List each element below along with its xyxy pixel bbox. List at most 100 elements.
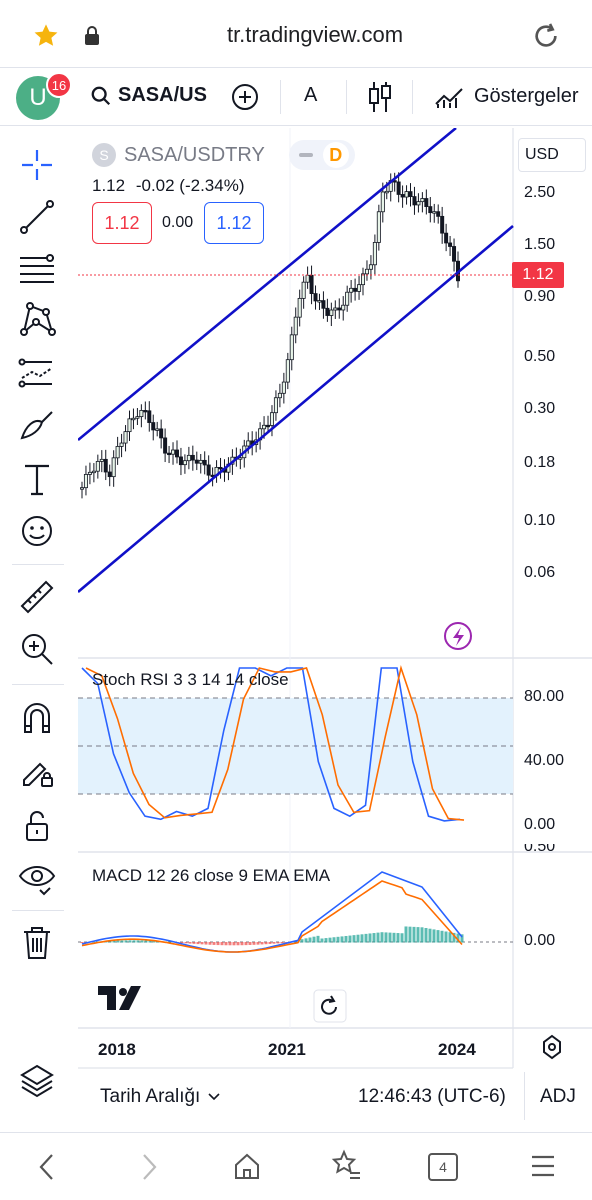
- eye-icon[interactable]: [16, 856, 58, 898]
- layers-icon[interactable]: [16, 1060, 58, 1102]
- reset-chart-button[interactable]: [313, 989, 347, 1023]
- drawing-tools-sidebar: [0, 126, 76, 1132]
- candle-body: [384, 190, 389, 194]
- lock-icon: [85, 26, 99, 45]
- candle-body: [139, 410, 144, 418]
- macd-histogram-bar: [396, 933, 400, 943]
- lightning-icon[interactable]: [444, 622, 472, 650]
- channel-upper-line: [77, 126, 457, 442]
- bookmarks-icon[interactable]: [330, 1149, 362, 1181]
- home-icon[interactable]: [232, 1151, 262, 1181]
- settings-icon[interactable]: [543, 1034, 561, 1060]
- time-label: 2024: [438, 1040, 476, 1059]
- reload-icon[interactable]: [530, 20, 562, 52]
- candle-body: [309, 274, 314, 294]
- candle-body: [171, 449, 176, 455]
- chart-toolbar: U 16 SASA/US A Göstergeler: [0, 68, 592, 126]
- unlock-icon[interactable]: [16, 804, 58, 846]
- symbol-label: SASA/US: [118, 84, 207, 106]
- candle-body: [159, 428, 164, 439]
- candle-body: [372, 242, 377, 266]
- current-price-label: 1.12: [512, 262, 564, 288]
- footer-divider: [524, 1072, 525, 1120]
- indicators-button[interactable]: Göstergeler: [434, 82, 592, 110]
- candle-body: [440, 215, 445, 234]
- candle-body: [190, 454, 195, 461]
- macd-histogram-bar: [452, 932, 456, 943]
- legend-symbol: SASA/USDTRY: [124, 143, 265, 166]
- macd-histogram-bar: [316, 935, 320, 943]
- price-tick: 0.18: [524, 454, 556, 471]
- pattern-icon[interactable]: [16, 298, 58, 340]
- menu-icon[interactable]: [530, 1153, 556, 1179]
- candle-body: [329, 309, 334, 316]
- candle-body: [337, 307, 342, 311]
- url-text[interactable]: tr.tradingview.com: [226, 22, 404, 47]
- candle-body: [178, 456, 183, 466]
- currency-selector[interactable]: USD: [518, 138, 586, 172]
- price-tick: 2.50: [524, 184, 556, 201]
- price-tick: 0.50: [524, 348, 556, 365]
- symbol-search-button[interactable]: SASA/US: [90, 84, 207, 107]
- sell-price-box[interactable]: 1.12: [92, 202, 152, 244]
- stoch-rsi-lines: [81, 665, 465, 822]
- stoch-level-lines: [78, 697, 513, 795]
- symbol-legend[interactable]: S SASA/USDTRY D: [92, 140, 355, 170]
- macd-histogram-bar: [188, 942, 192, 944]
- macd-histogram-bar: [364, 933, 368, 943]
- star-icon[interactable]: [32, 22, 60, 50]
- date-range-label: Tarih Aralığı: [100, 1086, 201, 1107]
- macd-histogram-bar: [148, 940, 152, 943]
- macd-histogram-bar: [244, 942, 248, 946]
- candle-body: [111, 457, 116, 478]
- trash-icon[interactable]: [16, 922, 58, 964]
- crosshair-icon[interactable]: [16, 144, 58, 186]
- candle-body: [416, 201, 421, 206]
- candle-body: [95, 461, 100, 472]
- text-tool-icon[interactable]: [16, 458, 58, 500]
- candle-body: [313, 293, 318, 302]
- legend-toggle[interactable]: D: [288, 140, 355, 170]
- lock-drawings-edit-icon[interactable]: [16, 750, 58, 792]
- stoch-tick: 80.00: [524, 688, 565, 705]
- chart-canvas[interactable]: [77, 126, 592, 1132]
- macd-histogram-bar: [300, 939, 304, 943]
- macd-histogram-bar: [372, 933, 376, 943]
- delayed-badge: D: [322, 142, 349, 168]
- candle-body: [174, 449, 179, 458]
- clock-display[interactable]: 12:46:43 (UTC-6): [358, 1086, 506, 1107]
- macd-histogram-bar: [400, 933, 404, 943]
- macd-histogram-bar: [356, 934, 360, 943]
- adj-button[interactable]: ADJ: [540, 1086, 576, 1107]
- buy-price-box[interactable]: 1.12: [204, 202, 264, 244]
- price-type-button[interactable]: A: [304, 84, 318, 106]
- candle-body: [444, 232, 449, 244]
- trend-line-icon[interactable]: [16, 196, 58, 238]
- macd-histogram-bar: [228, 942, 232, 946]
- fib-retracement-icon[interactable]: [16, 248, 58, 290]
- tabs-button[interactable]: 4: [428, 1153, 458, 1181]
- macd-histogram-bar: [248, 942, 252, 945]
- forecast-icon[interactable]: [16, 352, 58, 394]
- macd-histogram-bar: [340, 936, 344, 943]
- macd-histogram-bar: [368, 933, 372, 943]
- forward-icon[interactable]: [136, 1153, 160, 1181]
- emoji-icon[interactable]: [16, 510, 58, 552]
- candle-body: [281, 381, 286, 394]
- candle-body: [448, 242, 453, 247]
- ruler-icon[interactable]: [16, 576, 58, 618]
- compare-add-icon[interactable]: [230, 82, 260, 112]
- candle-body: [123, 431, 128, 444]
- macd-histogram-bar: [136, 940, 140, 943]
- zoom-in-icon[interactable]: [16, 628, 58, 670]
- chart-container[interactable]: S SASA/USDTRY D 1.12 -0.02 (-2.34%) 1.12…: [77, 126, 592, 1132]
- back-icon[interactable]: [36, 1153, 60, 1181]
- macd-title[interactable]: MACD 12 26 close 9 EMA EMA: [92, 866, 331, 885]
- stoch-title[interactable]: Stoch RSI 3 3 14 14 close: [92, 670, 289, 689]
- date-range-button[interactable]: Tarih Aralığı: [100, 1086, 220, 1108]
- price-tick: 0.90: [524, 288, 556, 305]
- magnet-icon[interactable]: [16, 698, 58, 740]
- brush-icon[interactable]: [16, 406, 58, 448]
- macd-histogram-bar: [392, 932, 396, 943]
- candles-icon[interactable]: [366, 80, 394, 114]
